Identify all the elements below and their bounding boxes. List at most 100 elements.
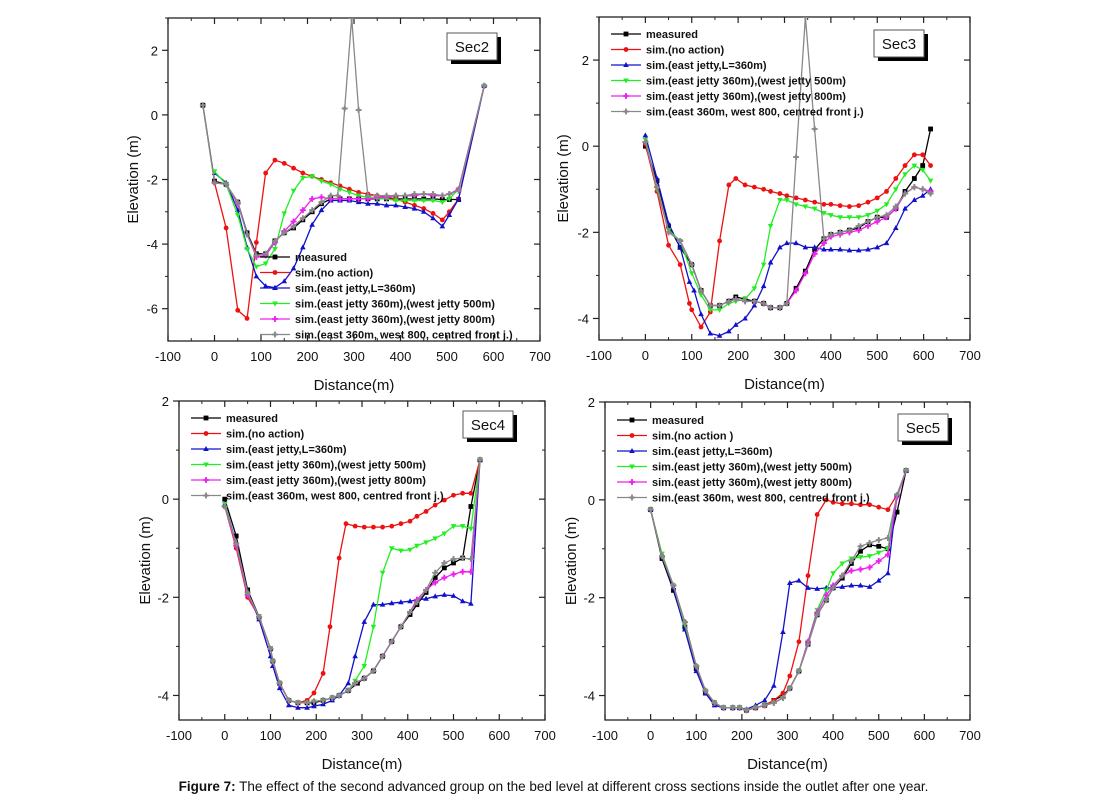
data-point-no_action bbox=[380, 524, 385, 530]
data-point-west500 bbox=[707, 307, 714, 313]
data-point-west500 bbox=[716, 307, 723, 313]
data-point-centred-core bbox=[268, 647, 273, 651]
data-point-centred-core bbox=[330, 696, 334, 700]
data-point-centred-core bbox=[912, 185, 916, 189]
data-point-no_action bbox=[352, 523, 358, 529]
y-tick-label: 0 bbox=[151, 108, 158, 123]
data-point-east_jetty bbox=[411, 205, 418, 211]
data-point-no_action bbox=[848, 501, 854, 507]
data-point-east_jetty bbox=[848, 582, 855, 588]
data-point-centred-core bbox=[254, 253, 258, 258]
data-point-no_action bbox=[830, 499, 836, 505]
data-point-east_jetty bbox=[865, 246, 871, 252]
data-point-centred-core bbox=[337, 693, 341, 698]
data-point-no_action bbox=[291, 165, 296, 171]
data-point-no_action bbox=[343, 521, 349, 527]
data-point-east_jetty bbox=[455, 195, 462, 201]
data-point-centred-core bbox=[822, 237, 826, 241]
data-point-east_jetty bbox=[398, 599, 404, 605]
legend-label-centred: sim.(east 360m, west 800, centred front … bbox=[295, 330, 513, 342]
series-line-centred bbox=[649, 470, 907, 711]
data-point-west500 bbox=[866, 554, 873, 560]
y-tick-label: -4 bbox=[583, 689, 595, 704]
data-point-centred-core bbox=[201, 103, 205, 107]
data-point-east_jetty bbox=[286, 702, 292, 708]
data-point-centred-core bbox=[731, 706, 735, 710]
legend-marker-no_action bbox=[629, 433, 635, 438]
data-point-west500 bbox=[300, 175, 306, 181]
data-point-centred-core bbox=[346, 688, 350, 693]
data-point-west800-core bbox=[868, 565, 872, 569]
data-point-east_jetty bbox=[793, 240, 799, 246]
data-point-centred bbox=[348, 18, 355, 21]
legend-label-east_jetty: sim.(east jetty,L=360m) bbox=[646, 60, 767, 72]
data-point-east_jetty bbox=[821, 246, 827, 252]
data-point-east_jetty bbox=[388, 600, 395, 606]
data-point-no_action bbox=[389, 523, 395, 529]
data-point-no_action bbox=[687, 300, 692, 306]
x-tick-label: 200 bbox=[731, 728, 753, 743]
data-point-no_action bbox=[412, 202, 417, 208]
data-point-centred-core bbox=[683, 620, 687, 624]
data-point-east_jetty bbox=[742, 315, 748, 321]
data-point-west500 bbox=[253, 264, 260, 270]
data-point-no_action bbox=[742, 182, 748, 188]
legend-label-measured: measured bbox=[295, 252, 347, 264]
data-point-centred-core bbox=[847, 228, 852, 232]
data-point-west500 bbox=[883, 202, 890, 208]
legend-marker-measured bbox=[272, 254, 278, 260]
data-point-centred-core bbox=[264, 252, 268, 256]
data-point-east_jetty bbox=[828, 246, 834, 252]
legend-label-west800: sim.(east jetty 360m),(west jetty 800m) bbox=[295, 314, 495, 326]
x-tick-label: 0 bbox=[221, 728, 228, 743]
data-point-centred-core bbox=[291, 224, 296, 228]
data-point-east_jetty bbox=[459, 598, 466, 604]
data-point-east_jetty bbox=[379, 601, 386, 607]
data-point-west500 bbox=[430, 198, 436, 204]
data-point-centred-core bbox=[245, 232, 249, 237]
chart-sec4: -100 0 100 200 300 400 500 600 700 -4 -2 0 2 Distance… bbox=[137, 394, 556, 773]
data-point-centred-core bbox=[762, 301, 766, 305]
data-point-no_action bbox=[751, 184, 757, 190]
x-tick-label: 0 bbox=[642, 348, 649, 363]
data-point-measured bbox=[439, 197, 445, 202]
data-point-east_jetty bbox=[393, 202, 399, 208]
data-point-west500 bbox=[902, 172, 908, 178]
data-point-east_jetty bbox=[432, 593, 438, 599]
data-point-centred-core bbox=[849, 559, 853, 563]
data-point-no_action bbox=[876, 504, 882, 510]
data-point-centred-core bbox=[655, 185, 659, 189]
data-point-centred-core bbox=[928, 191, 933, 196]
data-point-east_jetty bbox=[693, 668, 700, 674]
data-point-west500 bbox=[244, 246, 250, 252]
x-tick-label: 400 bbox=[390, 349, 412, 364]
data-point-east_jetty bbox=[707, 330, 714, 336]
data-point-centred-core bbox=[236, 200, 240, 204]
section-label: Sec3 bbox=[882, 36, 916, 53]
section-label: Sec4 bbox=[471, 417, 505, 434]
data-point-east_jetty bbox=[919, 192, 926, 198]
legend-label-west500: sim.(east jetty 360m),(west jetty 500m) bbox=[295, 299, 495, 311]
data-point-centred-core bbox=[431, 192, 435, 196]
data-point-centred-core bbox=[778, 306, 782, 310]
y-tick-label: 2 bbox=[162, 394, 169, 409]
data-point-west500 bbox=[855, 215, 862, 221]
x-tick-label: 200 bbox=[305, 728, 327, 743]
data-point-centred-core bbox=[271, 659, 275, 663]
legend-label-centred: sim.(east 360m, west 800, centred front … bbox=[226, 491, 444, 503]
legend-label-west800: sim.(east jetty 360m),(west jetty 800m) bbox=[652, 477, 852, 489]
data-point-east_jetty bbox=[642, 132, 649, 138]
data-point-west800-core bbox=[813, 252, 817, 256]
data-point-east_jetty bbox=[902, 205, 908, 211]
data-point-no_action bbox=[928, 163, 933, 168]
data-point-west800-core bbox=[301, 208, 305, 212]
data-point-east_jetty bbox=[814, 585, 820, 591]
y-tick-label: 2 bbox=[151, 43, 158, 58]
data-point-centred-core bbox=[312, 699, 316, 703]
data-point-east_jetty bbox=[370, 601, 377, 607]
data-point-centred-core bbox=[343, 106, 347, 111]
data-point-west500 bbox=[784, 198, 790, 204]
data-point-east_jetty bbox=[281, 278, 288, 284]
data-point-centred-core bbox=[727, 299, 731, 303]
data-point-east_jetty bbox=[805, 584, 811, 590]
